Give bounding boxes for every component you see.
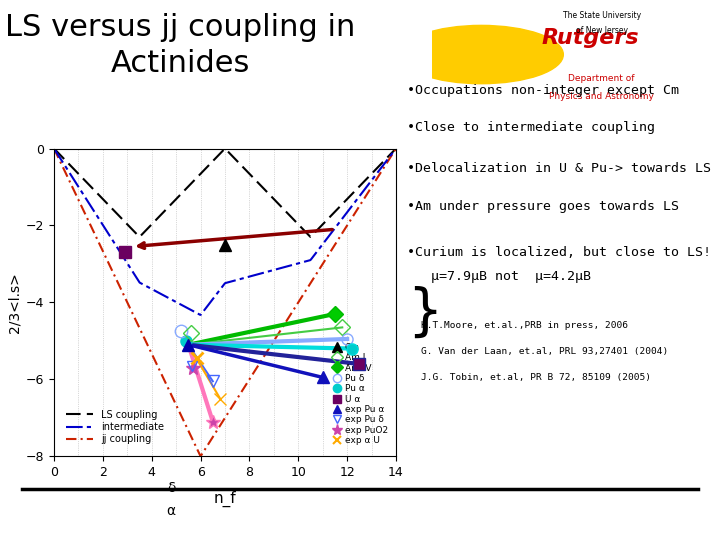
Text: •Am under pressure goes towards LS: •Am under pressure goes towards LS (407, 200, 679, 213)
Y-axis label: 2/3<l.s>: 2/3<l.s> (8, 272, 22, 333)
Text: μ=7.9μB not  μ=4.2μB: μ=7.9μB not μ=4.2μB (407, 270, 591, 283)
Text: J.G. Tobin, et.al, PR B 72, 85109 (2005): J.G. Tobin, et.al, PR B 72, 85109 (2005) (421, 373, 651, 382)
Legend: Cm, Am I, Am IV, Pu δ, Pu α, U α, exp Pu α, exp Pu δ, exp PuO2, exp α U: Cm, Am I, Am IV, Pu δ, Pu α, U α, exp Pu… (328, 339, 392, 449)
Text: α: α (167, 504, 176, 518)
Text: n_f: n_f (214, 491, 236, 507)
Text: Rutgers: Rutgers (542, 28, 639, 48)
Text: •Delocalization in U & Pu-> towards LS: •Delocalization in U & Pu-> towards LS (407, 162, 711, 175)
Text: LS versus jj coupling in: LS versus jj coupling in (5, 14, 355, 43)
Text: of New Jersey: of New Jersey (575, 26, 628, 35)
Text: The State University: The State University (562, 11, 641, 20)
Text: Actinides: Actinides (110, 49, 250, 78)
Text: K.T.Moore, et.al.,PRB in press, 2006: K.T.Moore, et.al.,PRB in press, 2006 (421, 321, 628, 330)
Text: }: } (407, 286, 442, 340)
Circle shape (399, 25, 563, 84)
Text: δ: δ (167, 481, 176, 495)
Text: Physics and Astronomy: Physics and Astronomy (549, 92, 654, 101)
Text: •Occupations non-integer except Cm: •Occupations non-integer except Cm (407, 84, 679, 97)
Text: •Curium is localized, but close to LS!: •Curium is localized, but close to LS! (407, 246, 711, 259)
Text: G. Van der Laan, et.al, PRL 93,27401 (2004): G. Van der Laan, et.al, PRL 93,27401 (20… (421, 347, 668, 356)
Text: •Close to intermediate coupling: •Close to intermediate coupling (407, 122, 654, 134)
Text: Department of: Department of (568, 75, 635, 83)
